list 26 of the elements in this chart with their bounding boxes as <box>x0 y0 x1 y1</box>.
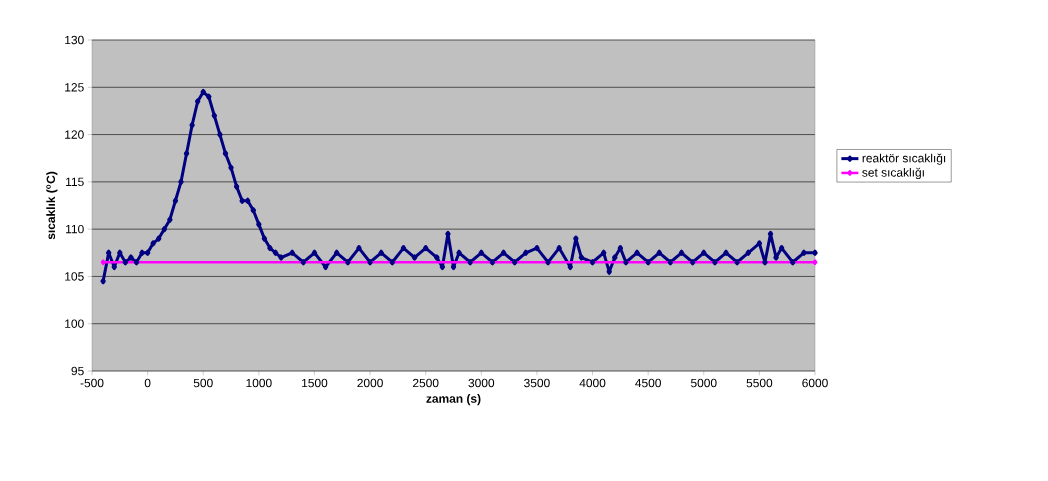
y-tick-label: 110 <box>66 224 84 234</box>
x-tick-label: 1000 <box>246 378 272 388</box>
x-tick-label: 2000 <box>357 378 383 388</box>
y-tick-label: 115 <box>66 177 84 187</box>
x-tick-label: 5000 <box>690 378 717 388</box>
x-tick-label: 6000 <box>802 378 828 388</box>
x-tick-label: 2500 <box>412 378 439 388</box>
x-tick-label: 4500 <box>635 378 661 388</box>
legend-label: reaktör sıcaklığı <box>862 153 946 165</box>
y-tick-label: 105 <box>65 272 84 281</box>
y-tick-label: 120 <box>65 130 84 139</box>
y-tick-label: 95 <box>71 366 84 376</box>
x-tick-label: 3500 <box>524 378 550 388</box>
x-tick-label: 500 <box>193 378 213 388</box>
x-axis-title: zaman (s) <box>426 394 481 406</box>
x-tick-label: 4000 <box>579 378 606 388</box>
x-tick-label: 3000 <box>468 378 495 388</box>
legend-label: set sıcaklığı <box>862 167 924 180</box>
y-axis-title: sıcaklık ($^{o}$C) <box>46 171 58 240</box>
x-tick-label: 0 <box>144 378 151 388</box>
y-tick-label: 130 <box>65 35 84 45</box>
x-tick-label: 1500 <box>302 378 328 388</box>
y-tick-label: 100 <box>65 319 84 328</box>
x-tick-label: 5500 <box>746 378 773 388</box>
x-tick-label: -500 <box>80 378 104 388</box>
y-tick-label: 125 <box>65 83 84 92</box>
